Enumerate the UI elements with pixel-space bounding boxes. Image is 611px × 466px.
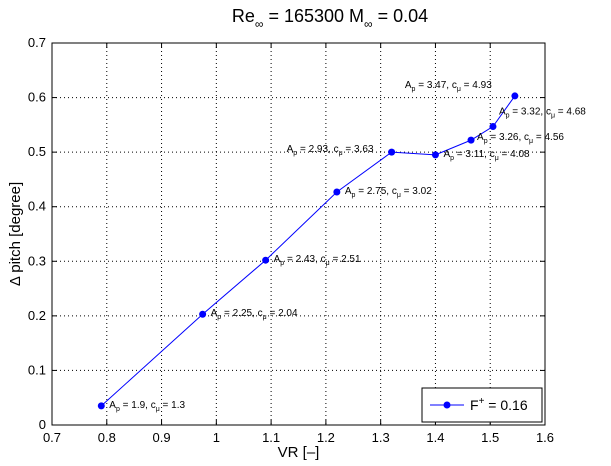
y-tick-label: 0.1 <box>28 362 46 377</box>
legend-marker <box>443 401 451 409</box>
y-tick-label: 0.4 <box>28 199 46 214</box>
data-point <box>431 151 439 159</box>
x-tick-label: 0.8 <box>98 430 116 445</box>
y-tick-label: 0.7 <box>28 35 46 50</box>
data-point <box>467 136 475 144</box>
data-point <box>262 256 270 264</box>
data-label: Ap = 2.75, cμ = 3.02 <box>345 186 432 199</box>
data-point <box>333 188 341 196</box>
data-point <box>489 122 497 130</box>
y-tick-label: 0.3 <box>28 253 46 268</box>
x-tick-label: 1 <box>213 430 220 445</box>
series-line <box>100 95 516 407</box>
x-tick-label: 1.2 <box>317 430 335 445</box>
grid <box>52 43 545 425</box>
x-tick-label: 1.3 <box>372 430 390 445</box>
data-label: Ap = 3.11, cμ = 4.08 <box>443 149 530 162</box>
x-tick-label: 1.5 <box>481 430 499 445</box>
data-label: Ap = 3.47, cμ = 4.93 <box>405 80 492 93</box>
x-tick-label: 0.9 <box>153 430 171 445</box>
data-label: Ap = 1.9, cμ = 1.3 <box>109 400 185 413</box>
data-label: Ap = 2.93, cμ = 3.63 <box>287 144 374 157</box>
y-tick-label: 0.2 <box>28 308 46 323</box>
data-point <box>388 148 396 156</box>
x-tick-label: 1.1 <box>262 430 280 445</box>
data-point <box>97 402 105 410</box>
data-label: Ap = 2.43, cμ = 2.51 <box>274 254 361 267</box>
y-axis-label: Δ pitch [degree] <box>7 182 24 286</box>
x-tick-label: 1.4 <box>426 430 444 445</box>
x-tick-label: 1.6 <box>536 430 554 445</box>
legend-label: F+ = 0.16 <box>470 396 528 413</box>
data-point <box>199 310 207 318</box>
data-label: Ap = 3.32, cμ = 4.68 <box>499 106 586 119</box>
x-axis-label: VR [–] <box>278 444 320 461</box>
y-tick-label: 0 <box>39 417 46 432</box>
y-tick-label: 0.5 <box>28 144 46 159</box>
data-point <box>511 92 519 100</box>
data-label: Ap = 2.25, cμ = 2.04 <box>211 308 298 321</box>
plot-area <box>51 42 546 426</box>
axis-ticks: 0.7 0.8 0.9 1 1.1 1.2 1.3 1.4 1.5 1.6 0 0.1 0.2 0.3 0.… <box>28 35 554 445</box>
chart-title: Re∞ = 165300 M∞ = 0.04 <box>232 6 428 31</box>
data-label: Ap = 3.26, cμ = 4.56 <box>477 132 564 145</box>
series: Ap = 1.9, cμ = 1.3 Ap = 2.25, cμ = 2.04 Ap… <box>97 80 586 413</box>
y-tick-label: 0.6 <box>28 90 46 105</box>
x-tick-label: 0.7 <box>43 430 61 445</box>
legend: F+ = 0.16 <box>421 387 543 423</box>
